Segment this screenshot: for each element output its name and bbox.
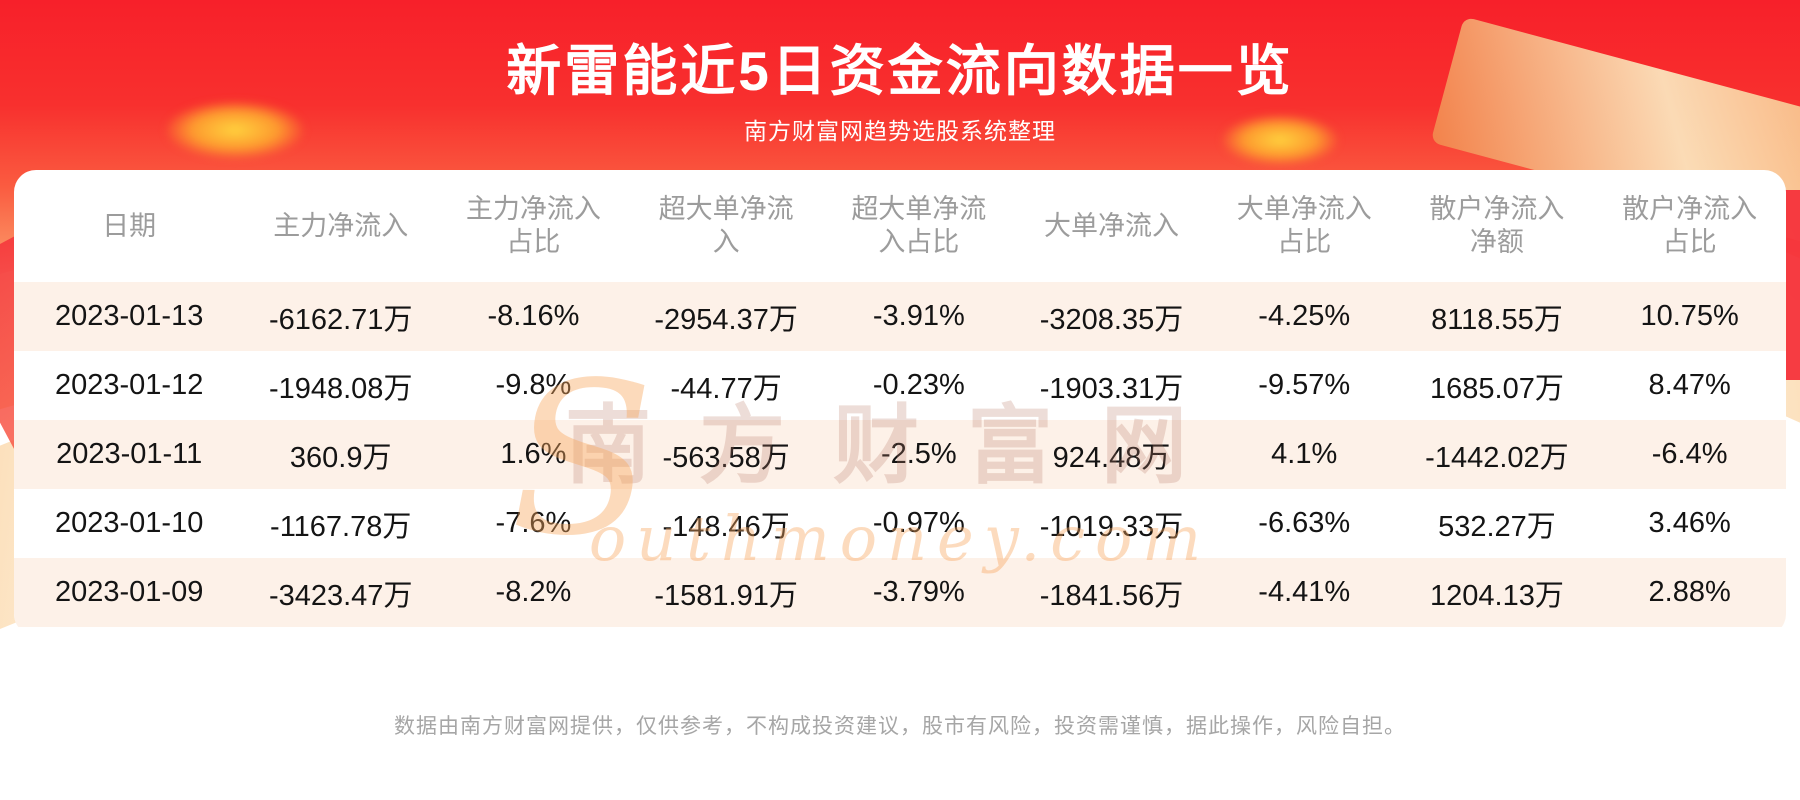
table-row: 2023-01-10 -1167.78万 -7.6% -148.46万 -0.97% -1… xyxy=(14,489,1786,558)
table-row: 2023-01-13 -6162.71万 -8.16% -2954.37万 -3.91%… xyxy=(14,282,1786,351)
table-header-row: 日期 主力净流入 主力净流入 占比 超大单净流入超大单净流 入占比 大单净流入 大单净流入 占比… xyxy=(14,170,1786,282)
value-cell: 1204.13万 xyxy=(1430,579,1564,612)
value-cell: 924.48万 xyxy=(1052,441,1171,474)
value-cell: -0.23% xyxy=(872,369,965,401)
date-cell: 2023-01-13 xyxy=(55,300,204,332)
value-cell: -9.57% xyxy=(1258,369,1351,401)
column-header-4: 超大单净流 入占比 xyxy=(851,194,987,257)
value-cell: -4.25% xyxy=(1258,300,1351,332)
value-cell: -1581.91万 xyxy=(654,579,798,612)
value-cell: -1167.78万 xyxy=(270,510,412,543)
page-title: 新雷能近5日资金流向数据一览 xyxy=(506,40,1294,102)
value-cell: -1948.08万 xyxy=(268,372,413,405)
value-cell: -44.77万 xyxy=(670,372,782,405)
value-cell: 3.46% xyxy=(1648,507,1731,539)
value-cell: -3.91% xyxy=(872,300,965,332)
value-cell: -7.6% xyxy=(495,507,572,539)
value-cell: -8.16% xyxy=(487,300,580,332)
value-cell: -148.46万 xyxy=(662,510,790,543)
date-cell: 2023-01-09 xyxy=(55,576,204,608)
disclaimer-text: 数据由南方财富网提供，仅供参考，不构成投资建议，股市有风险，投资需谨慎，据此操作… xyxy=(394,715,1406,738)
value-cell: -1442.02万 xyxy=(1425,441,1569,474)
value-cell: -1841.56万 xyxy=(1039,579,1184,612)
value-cell: -6.4% xyxy=(1651,438,1728,470)
date-cell: 2023-01-11 xyxy=(56,438,203,470)
column-header-8: 散户净流入 占比 xyxy=(1622,194,1758,257)
fund-flow-table-card: 日期 主力净流入 主力净流入 占比 超大单净流入超大单净流 入占比 大单净流入 大单净流入 占比… xyxy=(14,170,1786,636)
value-cell: 360.9万 xyxy=(289,441,392,474)
value-cell: -3423.47万 xyxy=(268,579,413,612)
value-cell: -6162.71万 xyxy=(268,303,413,336)
value-cell: -1903.31万 xyxy=(1039,372,1184,405)
table-row: 2023-01-12 -1948.08万 -9.8% -44.77万 -0.23% -19… xyxy=(14,351,1786,420)
value-cell: 4.1% xyxy=(1271,438,1338,470)
column-header-1: 主力净流入 xyxy=(273,210,409,241)
value-cell: -8.2% xyxy=(495,576,572,608)
table-body: 2023-01-13 -6162.71万 -8.16% -2954.37万 -3.91%… xyxy=(14,282,1786,627)
value-cell: 1685.07万 xyxy=(1430,372,1564,405)
table-row: 2023-01-11 360.9万 1.6% -563.58万 -2.5% 924.48万… xyxy=(14,420,1786,489)
value-cell: 8118.55万 xyxy=(1431,303,1563,336)
value-cell: -0.97% xyxy=(872,507,965,539)
page-subtitle: 南方财富网趋势选股系统整理 xyxy=(744,118,1056,144)
value-cell: -2954.37万 xyxy=(654,303,798,336)
value-cell: 1.6% xyxy=(500,438,567,470)
value-cell: -3.79% xyxy=(872,576,965,608)
table-row: 2023-01-09 -3423.47万 -8.2% -1581.91万 -3.79% -… xyxy=(14,558,1786,627)
value-cell: 2.88% xyxy=(1648,576,1731,608)
column-header-7: 散户净流入 净额 xyxy=(1429,194,1565,257)
value-cell: -2.5% xyxy=(880,438,957,470)
column-header-0: 日期 xyxy=(102,210,157,241)
value-cell: 8.47% xyxy=(1648,369,1731,401)
column-header-2: 主力净流入 占比 xyxy=(465,194,601,257)
fund-flow-table: 日期 主力净流入 主力净流入 占比 超大单净流入超大单净流 入占比 大单净流入 大单净流入 占比… xyxy=(14,170,1786,627)
date-cell: 2023-01-12 xyxy=(55,369,204,401)
value-cell: -1019.33万 xyxy=(1039,510,1184,543)
column-header-5: 大单净流入 xyxy=(1044,210,1180,241)
value-cell: -4.41% xyxy=(1258,576,1351,608)
value-cell: 532.27万 xyxy=(1438,510,1556,543)
value-cell: -563.58万 xyxy=(662,441,790,474)
column-header-3: 超大单净流入 xyxy=(658,194,794,257)
date-cell: 2023-01-10 xyxy=(55,507,204,539)
value-cell: -9.8% xyxy=(495,369,572,401)
value-cell: -3208.35万 xyxy=(1039,303,1184,336)
value-cell: 10.75% xyxy=(1640,300,1739,332)
column-header-6: 大单净流入 占比 xyxy=(1236,194,1372,257)
value-cell: -6.63% xyxy=(1258,507,1351,539)
